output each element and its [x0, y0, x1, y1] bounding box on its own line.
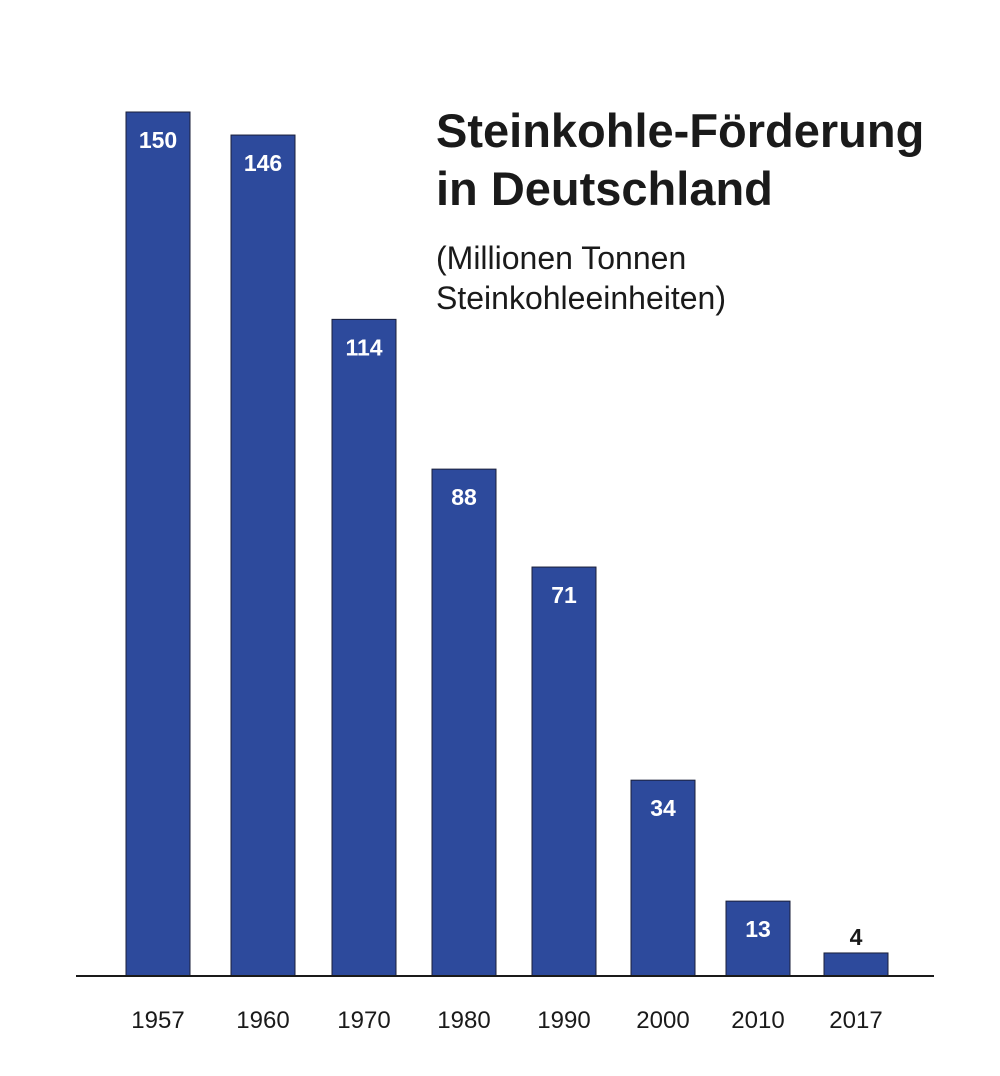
bar-2010	[725, 900, 791, 977]
x-tick-label-1960: 1960	[236, 1007, 289, 1034]
value-label-1990: 71	[551, 582, 577, 608]
x-tick-label-1957: 1957	[131, 1007, 184, 1034]
value-label-1970: 114	[345, 334, 382, 360]
bar-1957	[125, 111, 191, 977]
x-tick-label-1980: 1980	[437, 1007, 490, 1034]
chart-subtitle-line-2: Steinkohleeinheiten)	[436, 280, 726, 316]
bar-1990	[531, 566, 597, 977]
value-label-2010: 13	[745, 916, 771, 942]
x-tick-label-1970: 1970	[337, 1007, 390, 1034]
chart-title-line-1: Steinkohle-Förderung	[436, 104, 925, 157]
x-tick-label-2010: 2010	[731, 1007, 784, 1034]
x-tick-label-2017: 2017	[829, 1007, 882, 1034]
value-label-1960: 146	[244, 150, 282, 176]
bar-2017	[823, 952, 889, 977]
chart-title-block: Steinkohle-Förderung in Deutschland (Mil…	[436, 102, 924, 318]
chart-title-line-2: in Deutschland	[436, 162, 773, 215]
value-label-2017: 4	[850, 924, 863, 950]
value-label-1980: 88	[451, 484, 477, 510]
bar-1980	[431, 468, 497, 977]
bar-1960	[230, 134, 296, 977]
x-tick-label-1990: 1990	[537, 1007, 590, 1034]
value-label-1957: 150	[139, 127, 177, 153]
x-tick-label-2000: 2000	[636, 1007, 689, 1034]
value-label-2000: 34	[650, 795, 676, 821]
bar-1970	[331, 318, 397, 977]
chart-subtitle-line-1: (Millionen Tonnen	[436, 240, 687, 276]
bar-2000	[630, 779, 696, 977]
